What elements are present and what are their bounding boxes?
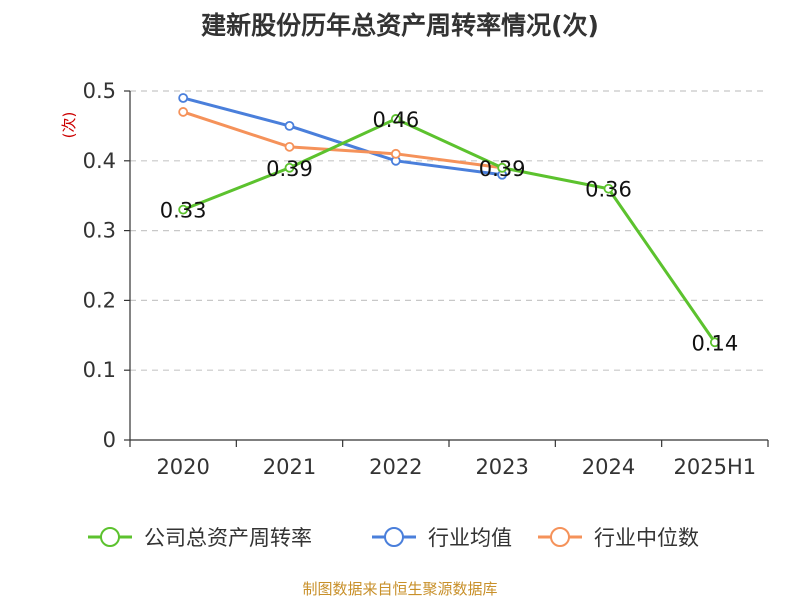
- x-tick-label: 2020: [156, 455, 209, 479]
- legend[interactable]: 公司总资产周转率 行业均值 行业中位数: [88, 526, 699, 550]
- y-tick-label: 0.2: [83, 288, 116, 312]
- x-tick-label: 2021: [263, 455, 316, 479]
- legend-label: 行业中位数: [594, 526, 699, 550]
- y-tick-label: 0.3: [83, 219, 116, 243]
- data-point: [284, 162, 295, 173]
- data-label: 0.36: [585, 178, 632, 202]
- data-point: [390, 148, 401, 159]
- source-note: 制图数据来自恒生聚源数据库: [302, 580, 498, 598]
- data-label: 0.39: [266, 157, 313, 181]
- x-tick-label: 2024: [582, 455, 635, 479]
- data-point: [284, 121, 295, 131]
- data-point: [178, 93, 189, 103]
- series-lines: [178, 93, 720, 348]
- legend-item[interactable]: 公司总资产周转率: [88, 526, 312, 550]
- data-point: [284, 141, 295, 152]
- data-point: [709, 337, 720, 348]
- chart-title: 建新股份历年总资产周转率情况(次): [201, 11, 599, 40]
- data-point: [497, 162, 508, 173]
- data-label: 0.33: [160, 199, 207, 223]
- legend-marker: [550, 527, 570, 547]
- data-point: [178, 107, 189, 117]
- axes: 0 0.1 0.2 0.3 0.4 0.5 2020 2021 2022 2023 2024 2025…: [83, 79, 769, 479]
- legend-label: 行业均值: [428, 526, 512, 550]
- gridlines: [130, 90, 768, 371]
- data-point: [603, 183, 614, 194]
- x-tick-label: 2022: [369, 455, 422, 479]
- legend-marker: [100, 527, 120, 547]
- series-line: [182, 96, 503, 177]
- data-point: [178, 204, 189, 215]
- legend-label: 公司总资产周转率: [144, 526, 312, 550]
- y-axis-label: (次): [60, 112, 78, 139]
- data-label: 0.46: [372, 108, 419, 132]
- data-labels: 0.33 0.39 0.46 0.39 0.36 0.14: [160, 108, 738, 355]
- series-line: [182, 117, 717, 344]
- legend-item[interactable]: 行业均值: [372, 526, 512, 550]
- legend-marker: [384, 527, 404, 547]
- data-label: 0.14: [691, 331, 738, 355]
- y-tick-label: 0.1: [83, 358, 116, 382]
- data-label: 0.39: [479, 157, 526, 181]
- data-point: [390, 114, 401, 124]
- y-tick-label: 0.5: [83, 79, 116, 103]
- series-line: [182, 110, 503, 170]
- y-tick-label: 0: [103, 428, 116, 452]
- y-tick-label: 0.4: [83, 149, 116, 173]
- x-tick-label: 2025H1: [674, 455, 757, 479]
- x-tick-label: 2023: [475, 455, 528, 479]
- legend-item[interactable]: 行业中位数: [538, 526, 699, 550]
